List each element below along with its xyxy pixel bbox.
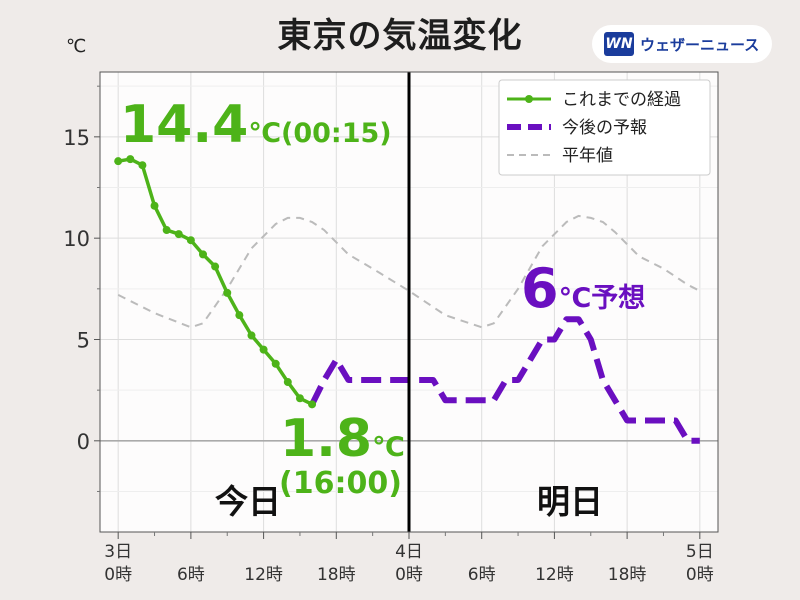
annotation-0: 14.4℃(00:15) [120,95,392,155]
observed-point [114,157,123,166]
observed-point [271,359,280,368]
day-label-tomorrow: 明日 [537,482,603,521]
observed-point [162,226,171,235]
observed-point [138,161,147,170]
forecast-line [309,316,700,444]
weathernews-logo-mark: WN [604,32,634,56]
chart-title: 東京の気温変化 [277,16,523,56]
legend-label-2: 平年値 [562,146,613,166]
x-tick-label-hour: 0時 [104,565,132,585]
x-tick-label-hour: 18時 [608,565,647,585]
y-axis-unit: ℃ [66,36,87,57]
observed-point [199,250,207,259]
axes: 0 5 10 15 3日 0時 6時 12時 18時 4日 0時 6時 12時 18時 5日 0時 [63,71,719,585]
x-tick-label-day: 3日 [104,542,132,562]
y-tick-label: 10 [63,227,90,251]
x-tick-label-hour: 6時 [177,565,205,585]
x-tick-label-hour: 6時 [468,565,496,585]
annotation-3: 6℃予想 [521,257,645,320]
y-tick-label: 5 [77,328,90,352]
annotation-1: 1.8℃ [280,409,405,469]
weathernews-logo-text: ウェザーニュース [640,35,760,54]
x-tick-label-day: 5日 [686,542,714,562]
observed-point [174,230,183,239]
observed-point [247,331,256,340]
annotation-2: (16:00) [279,466,402,501]
weathernews-logo: WN ウェザーニュース [592,25,772,63]
legend-box [498,79,711,176]
observed-point [186,236,195,245]
observed-point [295,394,304,403]
observed-point [259,345,268,354]
legend-label-0: これまでの経過 [562,90,681,110]
day-label-today: 今日 [215,482,281,521]
normal-temperature-line [117,214,701,329]
x-tick-label-hour: 12時 [535,565,574,585]
y-tick-label: 15 [63,126,90,150]
x-tick-label-hour: 12時 [244,565,283,585]
x-tick-label-hour: 0時 [686,565,714,585]
observed-point [150,201,159,210]
observed-point [126,155,135,164]
x-tick-label-day: 4日 [395,542,423,562]
legend-swatch-marker [525,95,533,103]
x-tick-label-hour: 18時 [317,565,356,585]
observed-point [235,311,244,320]
x-tick-label-hour: 0時 [395,565,423,585]
observed-point [223,288,232,297]
series-layer [114,72,701,532]
legend-label-1: 今後の予報 [562,118,647,138]
observed-point [211,262,220,271]
observed-point [308,400,317,409]
observed-point [283,378,292,387]
y-tick-label: 0 [77,430,90,454]
